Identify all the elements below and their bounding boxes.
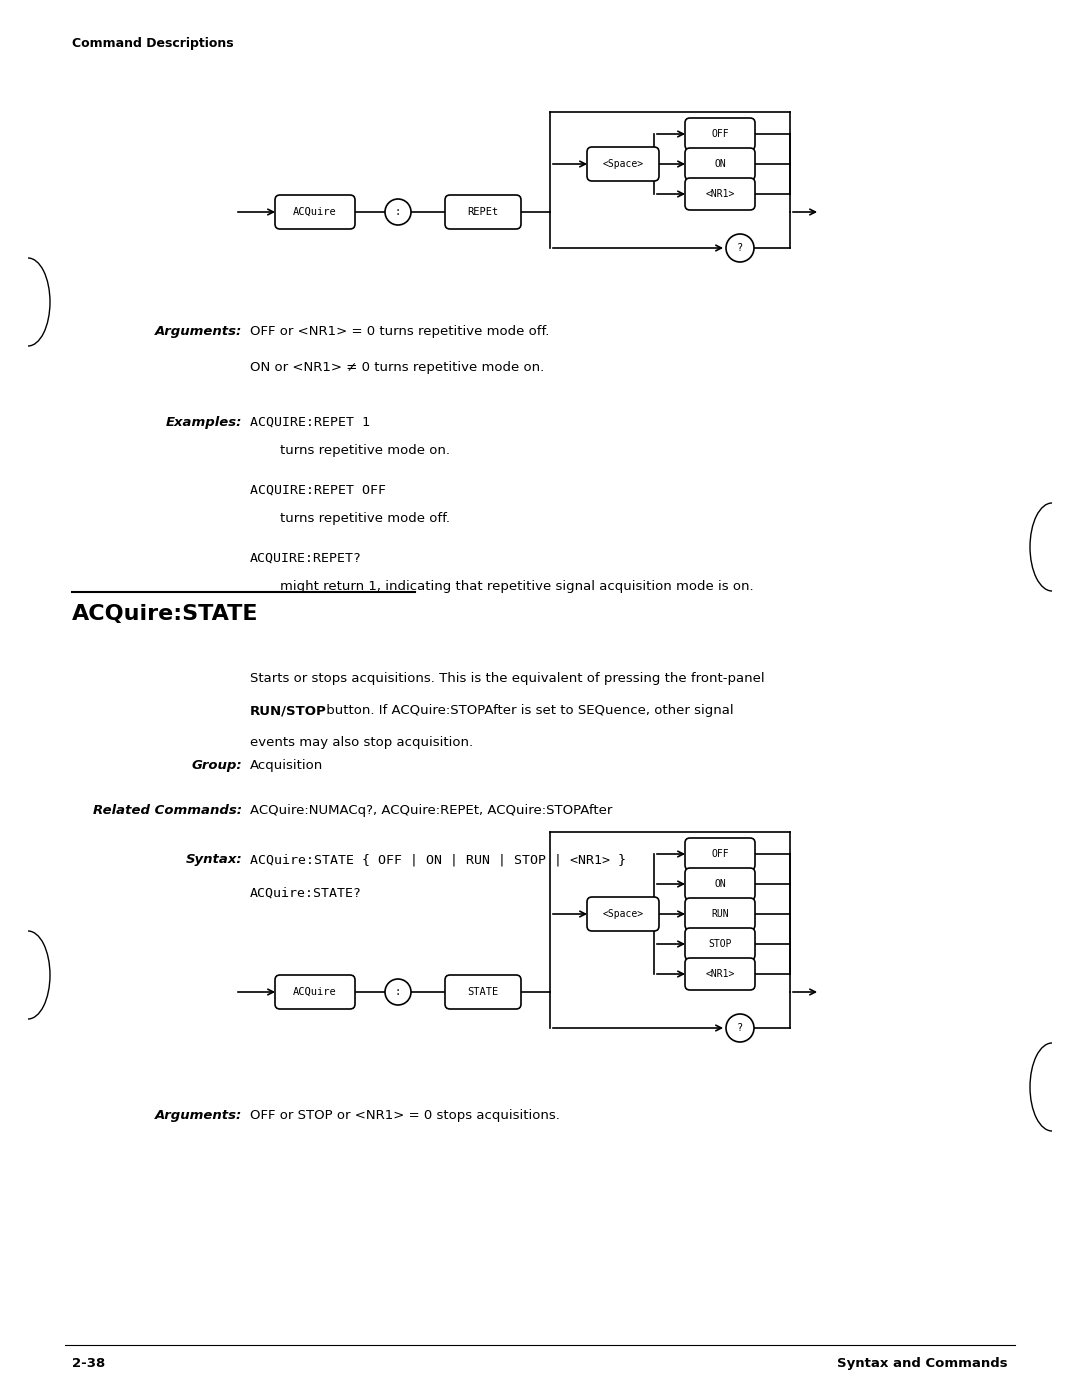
- Text: 2-38: 2-38: [72, 1356, 105, 1370]
- FancyBboxPatch shape: [685, 898, 755, 930]
- Text: ON: ON: [714, 159, 726, 169]
- Text: ACQuire:STATE: ACQuire:STATE: [72, 604, 258, 624]
- FancyBboxPatch shape: [685, 177, 755, 210]
- Text: turns repetitive mode off.: turns repetitive mode off.: [280, 511, 450, 525]
- Text: ACQuire: ACQuire: [293, 988, 337, 997]
- FancyBboxPatch shape: [445, 975, 521, 1009]
- Text: OFF: OFF: [712, 129, 729, 138]
- Text: Group:: Group:: [191, 759, 242, 773]
- Text: <NR1>: <NR1>: [705, 970, 734, 979]
- Text: ON or <NR1> ≠ 0 turns repetitive mode on.: ON or <NR1> ≠ 0 turns repetitive mode on…: [249, 360, 544, 374]
- Text: ACQUIRE:REPET 1: ACQUIRE:REPET 1: [249, 416, 370, 429]
- Circle shape: [726, 1014, 754, 1042]
- Text: Starts or stops acquisitions. This is the equivalent of pressing the front-panel: Starts or stops acquisitions. This is th…: [249, 672, 765, 685]
- Text: button. If ACQuire:STOPAfter is set to SEQuence, other signal: button. If ACQuire:STOPAfter is set to S…: [322, 704, 733, 717]
- Text: ON: ON: [714, 879, 726, 888]
- Text: Syntax:: Syntax:: [186, 854, 242, 866]
- Text: <NR1>: <NR1>: [705, 189, 734, 198]
- FancyBboxPatch shape: [685, 117, 755, 149]
- Text: turns repetitive mode on.: turns repetitive mode on.: [280, 444, 450, 457]
- FancyBboxPatch shape: [685, 868, 755, 900]
- Text: REPEt: REPEt: [468, 207, 499, 217]
- Text: OFF or <NR1> = 0 turns repetitive mode off.: OFF or <NR1> = 0 turns repetitive mode o…: [249, 326, 550, 338]
- FancyBboxPatch shape: [685, 838, 755, 870]
- Text: ACQuire:NUMACq?, ACQuire:REPEt, ACQuire:STOPAfter: ACQuire:NUMACq?, ACQuire:REPEt, ACQuire:…: [249, 805, 612, 817]
- Text: Acquisition: Acquisition: [249, 759, 323, 773]
- Text: ACQuire: ACQuire: [293, 207, 337, 217]
- FancyBboxPatch shape: [588, 147, 659, 182]
- Text: :: :: [395, 988, 401, 997]
- Text: Arguments:: Arguments:: [154, 326, 242, 338]
- Circle shape: [384, 979, 411, 1004]
- Text: Command Descriptions: Command Descriptions: [72, 36, 233, 50]
- Text: OFF: OFF: [712, 849, 729, 859]
- Text: Arguments:: Arguments:: [154, 1109, 242, 1122]
- Text: events may also stop acquisition.: events may also stop acquisition.: [249, 736, 473, 749]
- Text: STATE: STATE: [468, 988, 499, 997]
- Text: Related Commands:: Related Commands:: [93, 805, 242, 817]
- Text: ACQUIRE:REPET?: ACQUIRE:REPET?: [249, 552, 362, 564]
- Text: RUN/STOP: RUN/STOP: [249, 704, 327, 717]
- Text: might return 1, indicating that repetitive signal acquisition mode is on.: might return 1, indicating that repetiti…: [280, 580, 754, 592]
- Text: Syntax and Commands: Syntax and Commands: [837, 1356, 1008, 1370]
- FancyBboxPatch shape: [588, 897, 659, 930]
- Text: Examples:: Examples:: [165, 416, 242, 429]
- FancyBboxPatch shape: [685, 928, 755, 960]
- Circle shape: [726, 235, 754, 263]
- Text: <Space>: <Space>: [603, 909, 644, 919]
- FancyBboxPatch shape: [275, 196, 355, 229]
- FancyBboxPatch shape: [445, 196, 521, 229]
- FancyBboxPatch shape: [685, 148, 755, 180]
- Text: ?: ?: [737, 1023, 743, 1032]
- Text: OFF or STOP or <NR1> = 0 stops acquisitions.: OFF or STOP or <NR1> = 0 stops acquisiti…: [249, 1109, 559, 1122]
- FancyBboxPatch shape: [275, 975, 355, 1009]
- Text: ACQUIRE:REPET OFF: ACQUIRE:REPET OFF: [249, 483, 386, 497]
- Text: ACQuire:STATE { OFF | ON | RUN | STOP | <NR1> }: ACQuire:STATE { OFF | ON | RUN | STOP | …: [249, 854, 626, 866]
- Text: :: :: [395, 207, 401, 217]
- FancyBboxPatch shape: [685, 958, 755, 990]
- Text: ACQuire:STATE?: ACQuire:STATE?: [249, 887, 362, 900]
- Text: <Space>: <Space>: [603, 159, 644, 169]
- Circle shape: [384, 198, 411, 225]
- Text: ?: ?: [737, 243, 743, 253]
- Text: RUN: RUN: [712, 909, 729, 919]
- Text: STOP: STOP: [708, 939, 732, 949]
